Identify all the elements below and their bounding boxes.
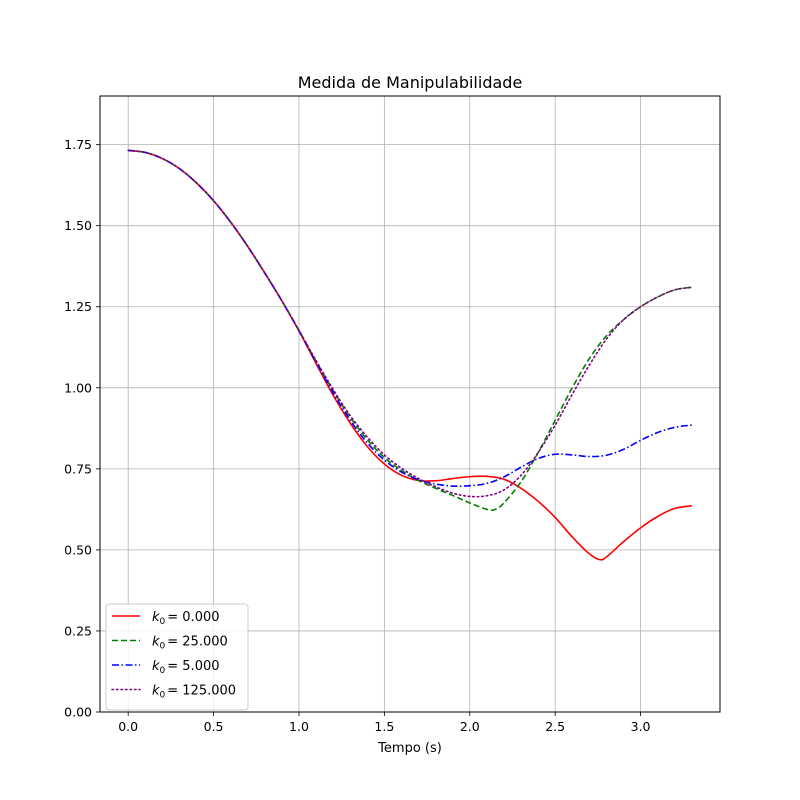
legend-symbol: k <box>152 610 160 625</box>
chart-title: Medida de Manipulabilidade <box>298 73 523 92</box>
legend-subscript: 0 <box>160 617 166 627</box>
series-line-3 <box>127 149 693 498</box>
x-tick-label: 0.0 <box>118 719 138 734</box>
x-axis-label: Tempo (s) <box>377 741 442 756</box>
legend-symbol: k <box>152 684 160 699</box>
y-tick-label: 1.50 <box>64 218 92 233</box>
y-tick-label: 1.00 <box>64 380 92 395</box>
axes-frame <box>99 95 721 713</box>
x-tick-label: 3.0 <box>631 719 651 734</box>
legend-box <box>105 603 249 711</box>
x-tick-label: 2.0 <box>460 719 480 734</box>
plot-lines <box>127 149 693 561</box>
x-tick-label: 0.5 <box>204 719 224 734</box>
x-tick-label: 1.5 <box>374 719 394 734</box>
legend-subscript: 0 <box>160 691 166 701</box>
legend-subscript: 0 <box>160 666 166 676</box>
legend-label-0: k0 = 0.000 <box>152 610 220 627</box>
legend-label-1: k0 = 25.000 <box>152 635 228 652</box>
legend-value: = 0.000 <box>167 610 219 625</box>
legend-label-2: k0 = 5.000 <box>152 659 220 676</box>
y-tick-label: 1.25 <box>64 299 92 314</box>
y-tick-label: 0.25 <box>64 623 92 638</box>
legend-symbol: k <box>152 659 160 674</box>
legend-subscript: 0 <box>160 642 166 652</box>
y-tick-label: 0.50 <box>64 542 92 557</box>
x-tick-label: 1.0 <box>289 719 309 734</box>
x-tick-label: 2.5 <box>545 719 565 734</box>
y-tick-label: 0.00 <box>64 705 92 720</box>
legend-value: = 5.000 <box>167 659 219 674</box>
legend-value: = 25.000 <box>167 635 228 650</box>
y-tick-label: 1.75 <box>64 137 92 152</box>
legend-label-3: k0 = 125.000 <box>152 684 236 701</box>
legend-symbol: k <box>152 635 160 650</box>
legend-value: = 125.000 <box>167 684 236 699</box>
series-line-2 <box>128 149 692 487</box>
ticks: 0.0 0.5 1.0 1.5 2.0 2.5 3.0 0.00 0.25 0.50 0.75 1.0… <box>64 137 650 734</box>
y-tick-label: 0.75 <box>64 461 92 476</box>
